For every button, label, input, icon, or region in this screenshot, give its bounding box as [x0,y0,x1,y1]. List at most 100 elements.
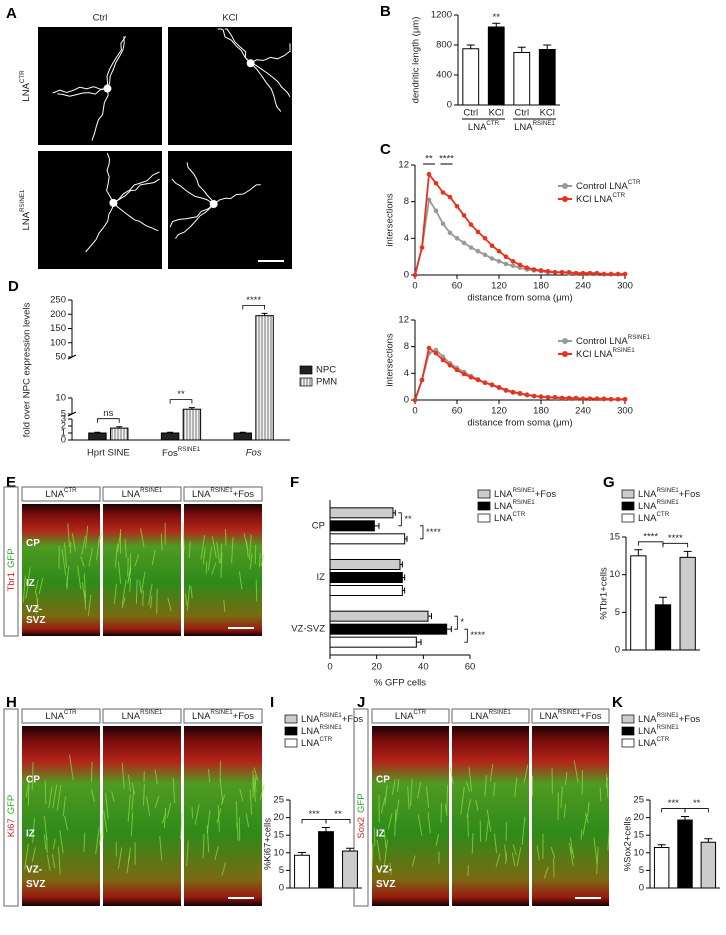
fiber [220,543,223,564]
y-axis-label: %Sox2+cells [623,816,634,871]
x-tick-label-part: RSINE1 [178,446,201,453]
fiber [84,590,87,610]
fiber [248,534,252,560]
error-bar [322,826,330,832]
fiber [121,762,125,789]
region-label: VZ- [26,604,42,615]
error-bar [683,550,692,558]
x-axis-label: distance from soma (μm) [467,418,572,429]
fiber [56,784,62,811]
x-tick-label: 0 [412,406,417,417]
x-tick-label: FosRSINE1 [162,446,201,458]
fiber [191,806,194,819]
y-tick-label: 15 [273,830,284,841]
neurite [106,36,125,89]
fiber [411,855,416,867]
y-axis-label: intersections [385,193,396,247]
bar [513,52,531,106]
legend-label-part: LNA [638,489,657,500]
column-label-part: +Fos [580,711,602,722]
significance-bracket [301,819,327,824]
legend-label-part: RSINE1 [656,724,679,731]
legend-label: LNARSINE1+Fos [638,712,700,724]
x-tick-label: 180 [533,406,549,417]
neurite [113,171,160,204]
neurite [113,202,159,232]
column-header [183,486,263,502]
y-tick-label: 50 [55,352,66,363]
column-label-part: CTR [64,709,77,716]
fiber [383,830,387,848]
fiber [63,542,68,568]
fiber [417,781,422,799]
group-label-part: LNA [514,122,533,133]
bar [329,507,394,519]
fiber [27,567,31,586]
fiber [224,529,227,546]
legend-label: LNACTR [494,511,526,523]
fiber [22,575,26,603]
legend-label: PMN [316,377,337,388]
fiber [114,544,119,568]
fiber [221,862,227,876]
fiber [245,813,250,828]
y-tick-label: 5 [279,865,284,876]
fiber [550,846,556,859]
legend-label-part: RSINE1 [656,487,679,494]
fiber [560,786,563,808]
error-bar [393,509,396,516]
micrograph-detail [532,760,610,879]
y-tick-label: 25 [633,795,644,806]
panel-label: F [290,474,299,491]
legend-label-part: LNA [638,501,657,512]
neurite [175,203,215,239]
legend-label-part: KCl LNA [576,349,613,360]
y-tick-label: IZ [317,572,326,583]
fiber [446,784,449,812]
error-bar [681,816,689,821]
region-label: IZ [26,578,35,589]
y-tick-label: 0 [615,645,620,656]
fiber [96,535,101,561]
significance-label: *** [668,798,679,809]
fiber [81,535,86,555]
fiber [254,775,257,793]
bar [88,432,107,441]
y-tick-label: 8 [404,196,409,207]
bar [329,559,401,570]
x-tick-label-part: Fos [162,448,178,459]
bar [677,819,693,889]
fiber [69,754,74,781]
fiber [486,809,492,832]
fiber [460,786,465,815]
column-label-part: +Fos [233,489,255,500]
column-label: LNARSINE1 [122,487,163,499]
y-tick-label: 250 [50,295,66,306]
micrograph [168,27,292,145]
legend-swatch [621,726,635,736]
micrograph [38,151,162,269]
significance-bracket [661,808,686,813]
micrograph-detail [371,778,449,875]
y-tick-label: 15 [633,830,644,841]
y-tick-label: 20 [273,812,284,823]
region-label: CP [376,775,390,786]
stain-box [3,708,19,907]
significance-bracket [169,399,193,404]
micrograph [22,726,100,906]
bar [110,427,129,441]
fiber [48,786,53,808]
fiber [64,815,69,831]
column-header [102,486,182,502]
fiber [24,843,29,870]
legend-dot [562,196,568,202]
legend-label-part: RSINE1 [512,487,535,494]
error-bar [261,312,268,316]
fiber [397,779,400,792]
panel-label: D [8,278,19,295]
legend-label: LNARSINE1+Fos [301,712,363,724]
micrograph [452,726,529,906]
significance-bracket [684,808,709,813]
legend-swatch [299,377,313,387]
fiber [87,594,92,616]
